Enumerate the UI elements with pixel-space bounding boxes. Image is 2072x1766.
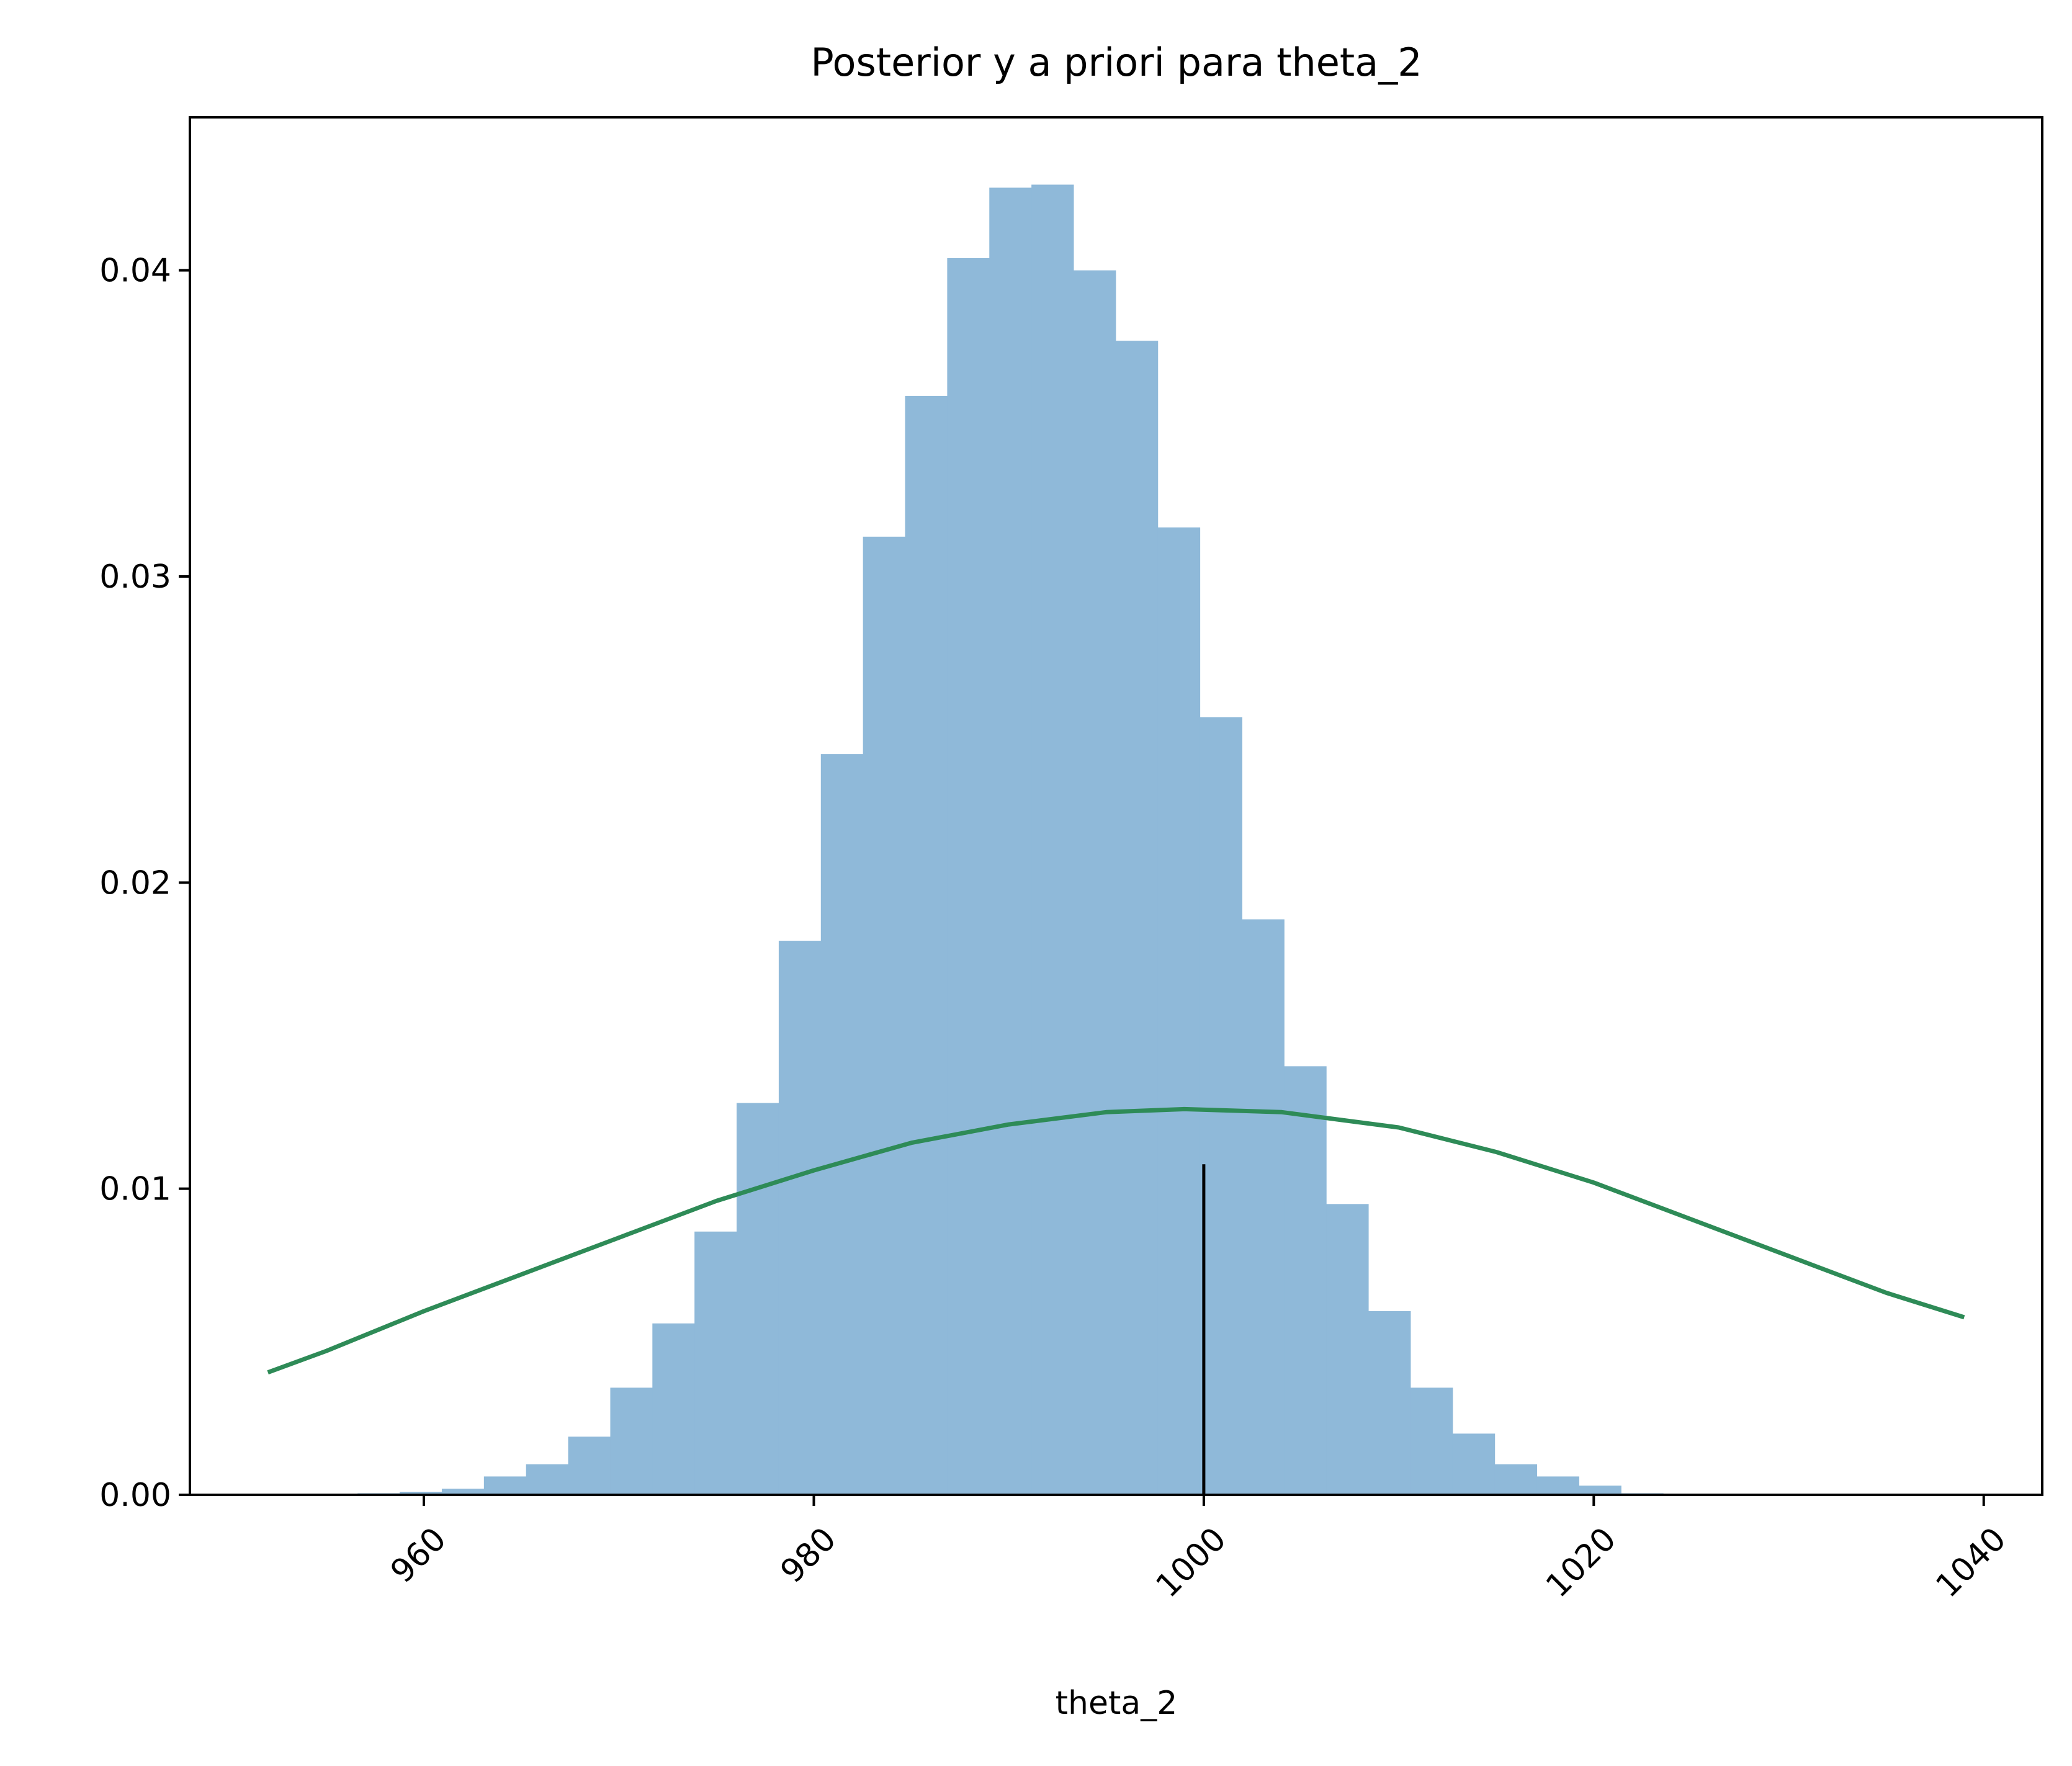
histogram-bar: [694, 1231, 737, 1495]
y-tick-label: 0.03: [99, 558, 171, 596]
histogram-bar: [526, 1464, 569, 1495]
y-axis: 0.00 0.01 0.02 0.03 0.04: [99, 253, 190, 1514]
histogram-bar: [483, 1476, 527, 1495]
histogram-bar: [905, 395, 948, 1495]
y-tick-label: 0.01: [99, 1171, 171, 1208]
histogram-bar: [1284, 1066, 1327, 1495]
histogram-bar: [1115, 341, 1159, 1495]
histogram-bar: [989, 187, 1032, 1495]
histogram-bar: [441, 1489, 485, 1495]
histogram-bar: [1368, 1311, 1411, 1495]
histogram-bar: [400, 1492, 442, 1495]
histogram-bar: [1494, 1464, 1538, 1495]
histogram-bar: [863, 536, 906, 1495]
histogram-bar: [1242, 919, 1285, 1495]
histogram-bar: [820, 754, 864, 1495]
histogram-bar: [1536, 1476, 1579, 1495]
y-tick-label: 0.02: [99, 864, 171, 902]
y-tick-label: 0.04: [99, 253, 171, 290]
histogram-bar: [568, 1437, 611, 1495]
y-tick-label: 0.00: [99, 1477, 171, 1514]
histogram-bar: [610, 1387, 653, 1495]
histogram-bar: [1074, 270, 1116, 1495]
histogram-bar: [1157, 527, 1201, 1495]
histogram-bar: [947, 258, 990, 1495]
histogram-bar: [1326, 1204, 1369, 1495]
histogram-bar: [737, 1103, 779, 1495]
x-axis-label: theta_2: [1056, 1685, 1178, 1722]
histogram-bar: [652, 1323, 695, 1495]
chart-title: Posterior y a priori para theta_2: [810, 40, 1422, 85]
histogram-bar: [1579, 1486, 1621, 1495]
plot-frame: [189, 116, 2043, 1496]
histogram-bar: [1031, 184, 1074, 1495]
histogram-bar: [1452, 1433, 1496, 1495]
histogram-bar: [1200, 717, 1242, 1495]
histogram-bar: [1410, 1387, 1453, 1495]
histogram-bar: [778, 941, 822, 1495]
histogram-bars: [357, 184, 1664, 1495]
prior-curve: [267, 1106, 1965, 1374]
